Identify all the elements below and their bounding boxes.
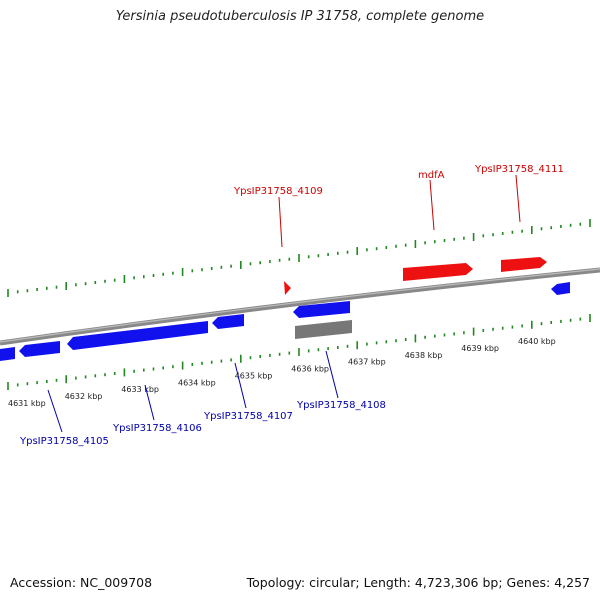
gene-4106-arrow[interactable] (67, 321, 208, 350)
gene-4109-arrow[interactable] (284, 281, 291, 295)
gene-label[interactable]: YpsIP31758_4107 (203, 411, 293, 422)
reverse-genes (0, 282, 570, 361)
gene-4105-arrow[interactable] (19, 341, 60, 357)
gene-label[interactable]: YpsIP31758_4105 (19, 436, 109, 447)
genome-title: Yersinia pseudotuberculosis IP 31758, co… (115, 9, 485, 24)
scale-label: 4638 kbp (405, 351, 443, 360)
genome-backbone (0, 267, 600, 346)
forward-genes (284, 257, 547, 295)
scale-label: 4631 kbp (8, 399, 46, 408)
accession-text: Accession: NC_009708 (10, 575, 153, 590)
label-leaders (47, 174, 521, 433)
scale-label: 4639 kbp (461, 344, 499, 353)
gene-label[interactable]: YpsIP31758_4109 (233, 186, 323, 197)
scale-label: 4636 kbp (291, 365, 329, 374)
gene-mdfa-arrow[interactable] (403, 263, 473, 281)
gene-4112-arrow[interactable] (551, 282, 570, 295)
scale-label: 4634 kbp (178, 378, 216, 387)
genome-summary-text: Topology: circular; Length: 4,723,306 bp… (246, 575, 590, 590)
scale-label: 4632 kbp (65, 392, 103, 401)
scale-labels: 4631 kbp 4632 kbp 4633 kbp 4634 kbp 4635 kbp… (8, 337, 556, 408)
gray-feature[interactable] (295, 320, 352, 339)
gene-4108-arrow[interactable] (293, 301, 350, 318)
gene-4107-arrow[interactable] (212, 314, 244, 329)
gene-label[interactable]: mdfA (418, 170, 445, 181)
reverse-tick-track (7, 314, 591, 390)
gene-4104-arrow[interactable] (0, 347, 15, 361)
gene-4111-arrow[interactable] (501, 257, 547, 272)
scale-label: 4633 kbp (121, 385, 159, 394)
gene-label[interactable]: YpsIP31758_4106 (112, 423, 202, 434)
gene-label[interactable]: YpsIP31758_4111 (474, 164, 564, 175)
scale-label: 4635 kbp (235, 371, 273, 380)
scale-label: 4640 kbp (518, 337, 556, 346)
forward-tick-track (7, 219, 591, 297)
gene-label[interactable]: YpsIP31758_4108 (296, 400, 386, 411)
scale-label: 4637 kbp (348, 358, 386, 367)
